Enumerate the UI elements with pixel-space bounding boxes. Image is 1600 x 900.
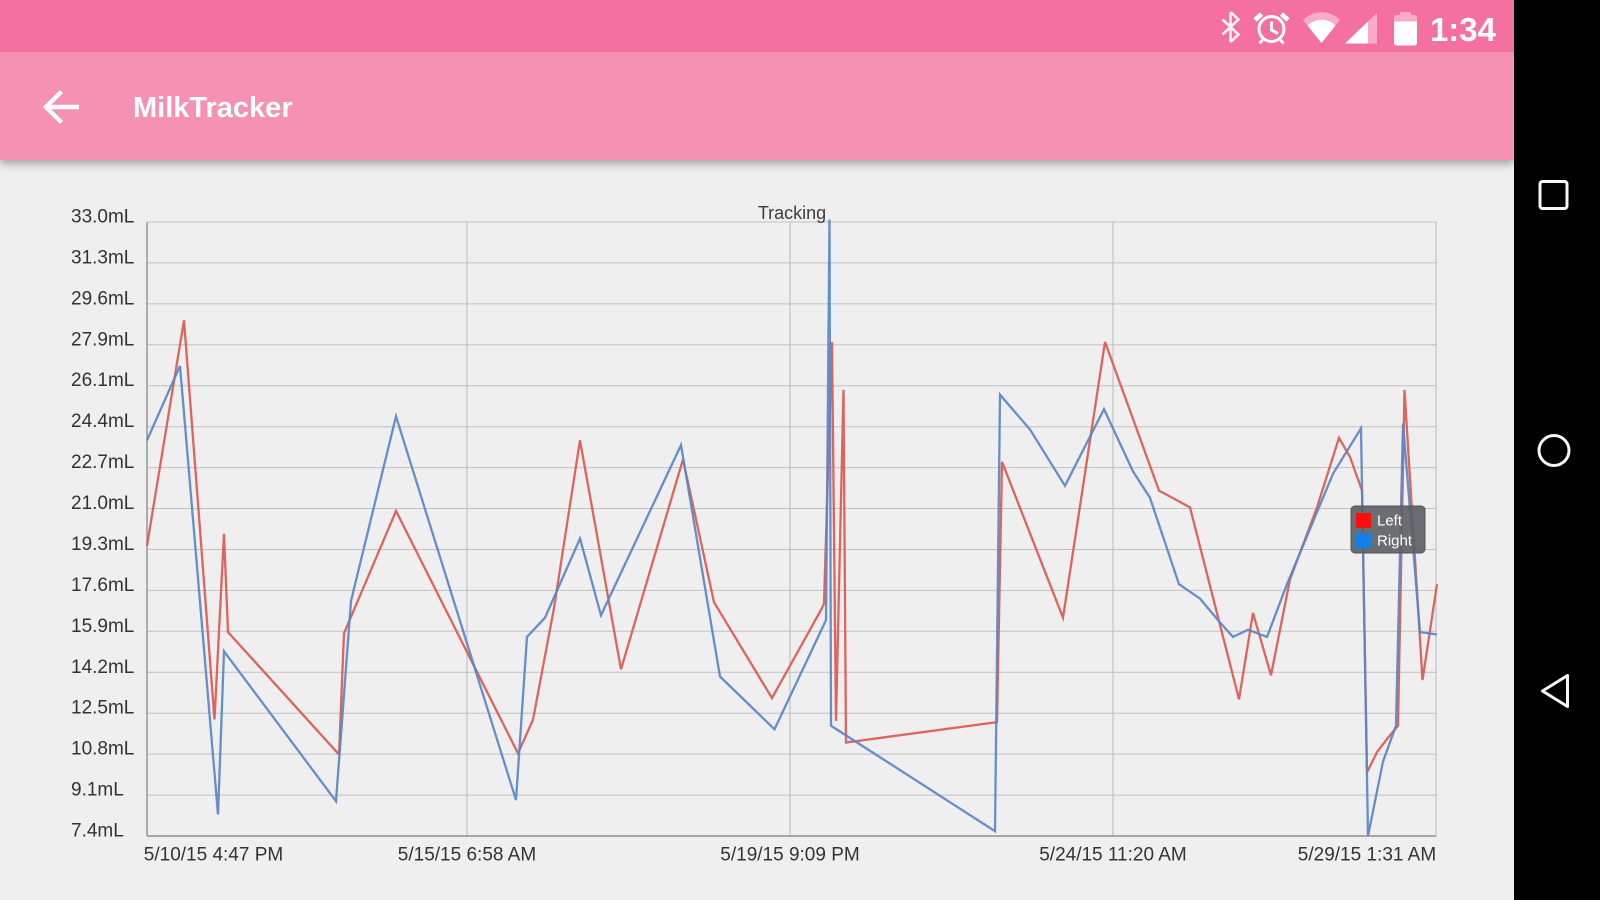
svg-text:10.8mL: 10.8mL [71,739,134,760]
svg-text:12.5mL: 12.5mL [71,698,134,719]
svg-text:7.4mL: 7.4mL [71,821,124,842]
svg-text:5/29/15 1:31 AM: 5/29/15 1:31 AM [1298,845,1436,866]
svg-text:29.6mL: 29.6mL [71,288,134,309]
svg-text:26.1mL: 26.1mL [71,370,134,391]
svg-text:33.0mL: 33.0mL [71,207,134,228]
svg-text:17.6mL: 17.6mL [71,575,134,596]
svg-text:31.3mL: 31.3mL [71,247,134,268]
svg-text:24.4mL: 24.4mL [71,411,134,432]
svg-text:27.9mL: 27.9mL [71,329,134,350]
svg-text:Left: Left [1377,513,1403,530]
svg-text:5/15/15 6:58 AM: 5/15/15 6:58 AM [398,845,536,866]
svg-text:14.2mL: 14.2mL [71,657,134,678]
svg-text:15.9mL: 15.9mL [71,616,134,637]
svg-text:19.3mL: 19.3mL [71,534,134,555]
svg-text:21.0mL: 21.0mL [71,493,134,514]
svg-text:9.1mL: 9.1mL [71,780,124,801]
svg-text:5/19/15 9:09 PM: 5/19/15 9:09 PM [720,845,859,866]
svg-text:22.7mL: 22.7mL [71,452,134,473]
svg-text:5/10/15 4:47 PM: 5/10/15 4:47 PM [144,845,283,866]
svg-text:5/24/15 11:20 AM: 5/24/15 11:20 AM [1039,845,1187,866]
svg-text:Right: Right [1377,533,1413,550]
svg-text:Tracking: Tracking [758,203,826,223]
